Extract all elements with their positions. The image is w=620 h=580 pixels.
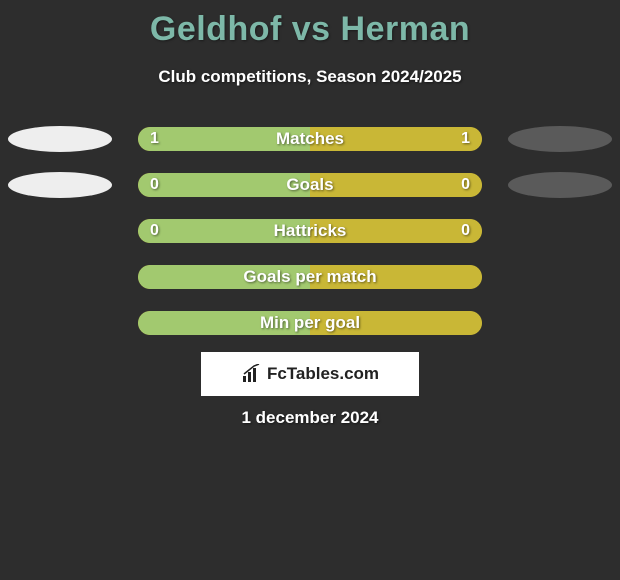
bar-fill-left [138,265,310,289]
stat-row: Goals00 [0,168,620,214]
stat-row: Hattricks00 [0,214,620,260]
stat-value-right: 0 [461,173,470,197]
stat-value-right: 0 [461,219,470,243]
page-subtitle: Club competitions, Season 2024/2025 [0,67,620,87]
player-right-marker [508,172,612,198]
stat-row: Matches11 [0,122,620,168]
date-text: 1 december 2024 [0,408,620,428]
bar-fill-left [138,173,310,197]
bar-fill-left [138,127,310,151]
bar-fill-right [310,265,482,289]
bar-track [138,173,482,197]
page-title: Geldhof vs Herman [0,0,620,49]
player-left-marker [8,172,112,198]
bar-track [138,219,482,243]
bar-fill-right [310,311,482,335]
stat-row: Goals per match [0,260,620,306]
bar-fill-right [310,127,482,151]
bar-track [138,127,482,151]
bar-fill-left [138,311,310,335]
stat-row: Min per goal [0,306,620,352]
stat-value-left: 1 [150,127,159,151]
logo-box: FcTables.com [201,352,419,396]
logo-text: FcTables.com [267,364,379,384]
player-right-marker [508,126,612,152]
bar-track [138,311,482,335]
stat-value-left: 0 [150,219,159,243]
stats-rows: Matches11Goals00Hattricks00Goals per mat… [0,122,620,352]
player-left-marker [8,126,112,152]
bar-fill-right [310,173,482,197]
bar-fill-right [310,219,482,243]
stat-value-right: 1 [461,127,470,151]
chart-icon [241,364,263,384]
bar-track [138,265,482,289]
bar-fill-left [138,219,310,243]
stat-value-left: 0 [150,173,159,197]
